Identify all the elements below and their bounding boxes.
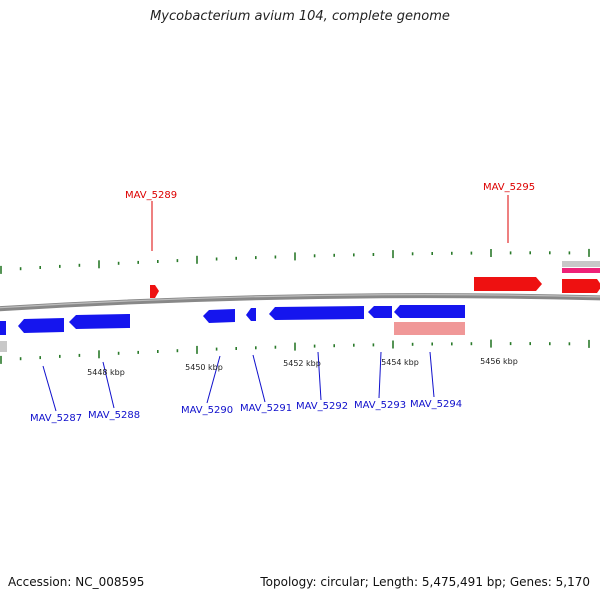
gene-label-mav-5294[interactable]: MAV_5294 [410,399,462,410]
tick-label-5448: 5448 kbp [87,368,125,377]
callout-mav-5293 [378,351,382,399]
genome-title: Mycobacterium avium 104, complete genome [150,9,450,24]
gene-mav-5287[interactable] [18,318,64,333]
callout-mav-5287 [42,365,57,412]
callout-mav-5294 [429,351,435,398]
callout-mav-5290 [206,355,221,404]
gene-mav-5294[interactable] [394,305,465,318]
tick-label-5452: 5452 kbp [283,359,321,368]
gene-forward-right-edge[interactable] [562,279,600,293]
gene-mav-5289[interactable] [150,285,159,298]
gene-label-mav-5287[interactable]: MAV_5287 [30,413,82,424]
genome-backbone-highlight [0,294,600,309]
gene-mav-5290[interactable] [203,309,235,323]
feature-trna[interactable] [562,268,600,273]
callout-mav-5288 [102,361,115,409]
gene-mav-5293[interactable] [368,306,392,318]
gene-label-mav-5290[interactable]: MAV_5290 [181,405,233,416]
gene-mav-5288[interactable] [69,314,130,329]
feature-rrna[interactable] [394,322,465,335]
gene-mav-5291[interactable] [246,308,256,321]
tick-label-5450: 5450 kbp [185,363,223,372]
gene-mav-5295[interactable] [474,277,542,291]
gene-left-edge[interactable] [0,321,6,335]
gene-label-mav-5293[interactable]: MAV_5293 [354,400,406,411]
tick-label-5456: 5456 kbp [480,357,518,366]
gene-label-mav-5288[interactable]: MAV_5288 [88,410,140,421]
accession-label: Accession: NC_008595 [8,575,145,589]
feature-misc-top[interactable] [562,261,600,267]
genome-stats-label: Topology: circular; Length: 5,475,491 bp… [260,575,590,589]
upper-scale-track [0,248,590,274]
callout-mav-5292 [317,351,322,401]
lower-scale-track [0,339,590,364]
feature-misc-left[interactable] [0,341,7,352]
gene-label-mav-5289[interactable]: MAV_5289 [125,190,177,201]
tick-label-5454: 5454 kbp [381,358,419,367]
gene-label-mav-5292[interactable]: MAV_5292 [296,401,348,412]
gene-label-mav-5295[interactable]: MAV_5295 [483,182,535,193]
callout-mav-5291 [252,354,266,403]
genome-backbone [0,293,600,312]
gene-mav-5292[interactable] [269,306,364,320]
gene-label-mav-5291[interactable]: MAV_5291 [240,403,292,414]
